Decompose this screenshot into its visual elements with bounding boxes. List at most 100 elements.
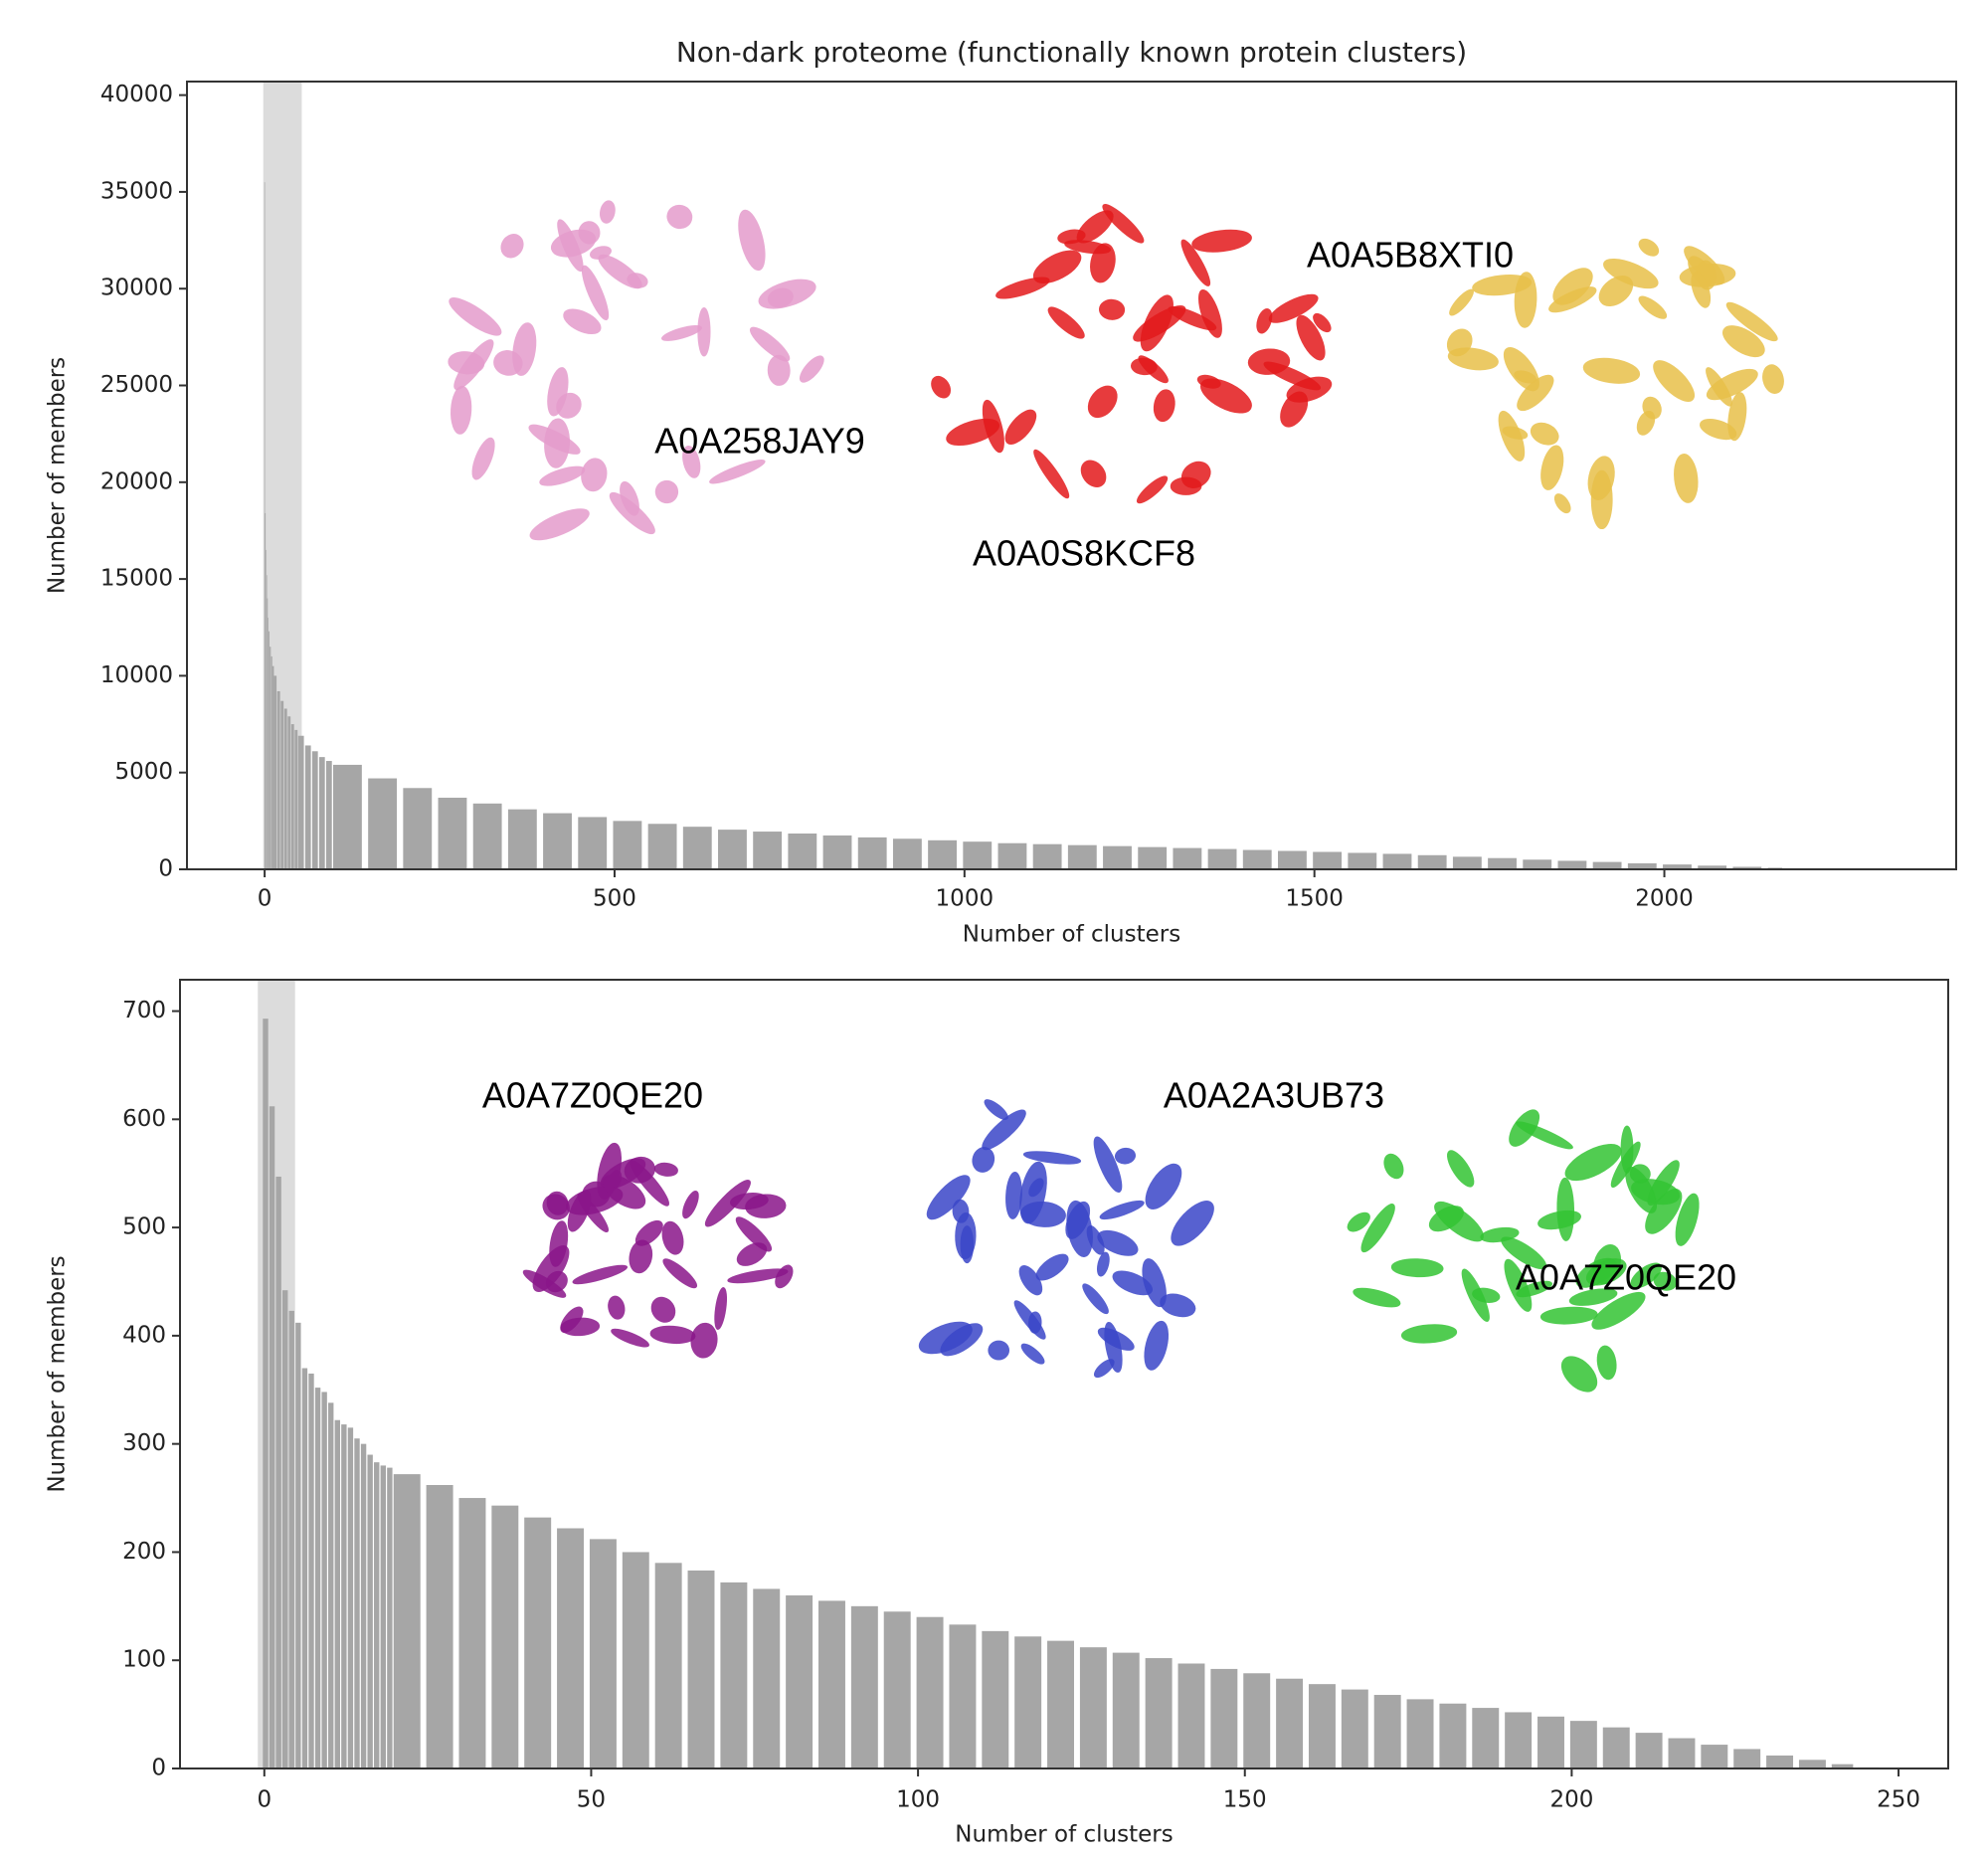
structure-helix bbox=[988, 1340, 1010, 1361]
bar bbox=[393, 1474, 421, 1768]
bar bbox=[753, 832, 783, 869]
bar bbox=[321, 1392, 327, 1768]
y-tick-label: 25000 bbox=[100, 372, 173, 398]
structure-helix bbox=[758, 279, 816, 309]
protein-structure bbox=[1347, 1109, 1700, 1393]
protein-label: A0A258JAY9 bbox=[654, 421, 864, 462]
structure-helix bbox=[1400, 1324, 1458, 1344]
structure-helix bbox=[931, 375, 952, 399]
plot-frame bbox=[179, 979, 1949, 1769]
bar bbox=[883, 1611, 911, 1768]
structure-helix bbox=[1168, 305, 1217, 331]
protein-label: A0A2A3UB73 bbox=[1164, 1075, 1384, 1116]
structure-helix bbox=[984, 1099, 1008, 1120]
bar bbox=[267, 598, 269, 869]
y-tick-label: 200 bbox=[122, 1539, 166, 1565]
bar bbox=[367, 1454, 373, 1768]
structure-helix bbox=[1099, 1200, 1145, 1220]
bar bbox=[1439, 1703, 1467, 1768]
bar bbox=[647, 824, 677, 869]
bar bbox=[308, 1373, 314, 1768]
protein-label: A0A5B8XTI0 bbox=[1307, 235, 1514, 276]
protein-structure bbox=[931, 204, 1333, 504]
bar bbox=[1210, 1668, 1238, 1768]
structure-helix bbox=[653, 1162, 678, 1177]
structure-helix bbox=[1691, 272, 1712, 308]
x-tick-label: 1500 bbox=[1285, 886, 1344, 912]
bar bbox=[1592, 861, 1622, 869]
structure-helix bbox=[697, 307, 711, 357]
bar bbox=[524, 1517, 552, 1768]
bar bbox=[817, 1600, 845, 1768]
structure-helix bbox=[1347, 1211, 1370, 1232]
structure-helix bbox=[1645, 1189, 1683, 1234]
bar bbox=[347, 1427, 354, 1768]
structure-helix bbox=[500, 234, 524, 259]
structure-helix bbox=[1198, 288, 1222, 338]
structure-helix bbox=[1556, 1177, 1575, 1241]
bar bbox=[1313, 851, 1343, 869]
bar bbox=[682, 827, 712, 869]
bar bbox=[341, 1424, 347, 1768]
bar bbox=[788, 834, 817, 869]
bar bbox=[374, 1462, 380, 1768]
bar bbox=[963, 841, 993, 869]
bar bbox=[472, 803, 502, 869]
structure-helix bbox=[449, 297, 502, 336]
bar bbox=[304, 745, 311, 869]
structure-helix bbox=[1097, 1229, 1139, 1256]
structure-helix bbox=[1047, 306, 1085, 339]
bar bbox=[1831, 1764, 1854, 1768]
structure-helix bbox=[690, 1322, 718, 1359]
protein-structure bbox=[522, 1142, 794, 1359]
structure-helix bbox=[563, 308, 602, 335]
protein-label: A0A7Z0QE20 bbox=[482, 1075, 703, 1116]
bar bbox=[1079, 1647, 1107, 1768]
x-tick-label: 200 bbox=[1549, 1787, 1593, 1813]
y-axis-label: Number of members bbox=[45, 1255, 71, 1492]
y-tick-label: 600 bbox=[122, 1106, 166, 1132]
structure-helix bbox=[1722, 325, 1765, 358]
bar bbox=[997, 842, 1027, 869]
bar bbox=[280, 700, 284, 869]
bar bbox=[1798, 1760, 1826, 1768]
structure-helix bbox=[1022, 1151, 1082, 1165]
structure-helix bbox=[1004, 409, 1037, 445]
bar bbox=[270, 647, 271, 869]
structure-helix bbox=[1560, 1356, 1598, 1393]
structure-helix bbox=[1114, 1147, 1137, 1165]
bar bbox=[360, 1443, 367, 1768]
y-tick-label: 5000 bbox=[114, 759, 173, 785]
structure-helix bbox=[1130, 357, 1158, 376]
structure-helix bbox=[1064, 240, 1112, 255]
bar bbox=[589, 1539, 617, 1768]
bar bbox=[1373, 1695, 1401, 1768]
bar bbox=[290, 724, 294, 869]
structure-helix bbox=[1564, 1144, 1622, 1182]
structure-helix bbox=[539, 465, 586, 486]
bar bbox=[1103, 845, 1132, 869]
structure-helix bbox=[629, 1239, 653, 1274]
structure-helix bbox=[1553, 493, 1571, 514]
bar bbox=[687, 1570, 715, 1768]
structure-helix bbox=[566, 1186, 624, 1215]
structure-helix bbox=[650, 1296, 676, 1323]
bar bbox=[491, 1505, 519, 1768]
bar bbox=[403, 788, 433, 869]
bar bbox=[622, 1552, 649, 1768]
structure-helix bbox=[1591, 1291, 1646, 1330]
structure-helix bbox=[1630, 1262, 1662, 1289]
bar bbox=[426, 1484, 453, 1768]
structure-helix bbox=[918, 1321, 973, 1355]
bar bbox=[271, 655, 272, 869]
structure-helix bbox=[611, 1328, 649, 1348]
protein-structure bbox=[1446, 238, 1784, 530]
structure-helix bbox=[1098, 298, 1126, 320]
y-tick-label: 0 bbox=[158, 856, 173, 882]
bar bbox=[928, 839, 957, 869]
y-tick-label: 10000 bbox=[100, 662, 173, 688]
x-tick-label: 2000 bbox=[1635, 886, 1694, 912]
structure-helix bbox=[1191, 229, 1252, 253]
x-tick-label: 0 bbox=[258, 886, 272, 912]
structure-helix bbox=[560, 1306, 584, 1334]
